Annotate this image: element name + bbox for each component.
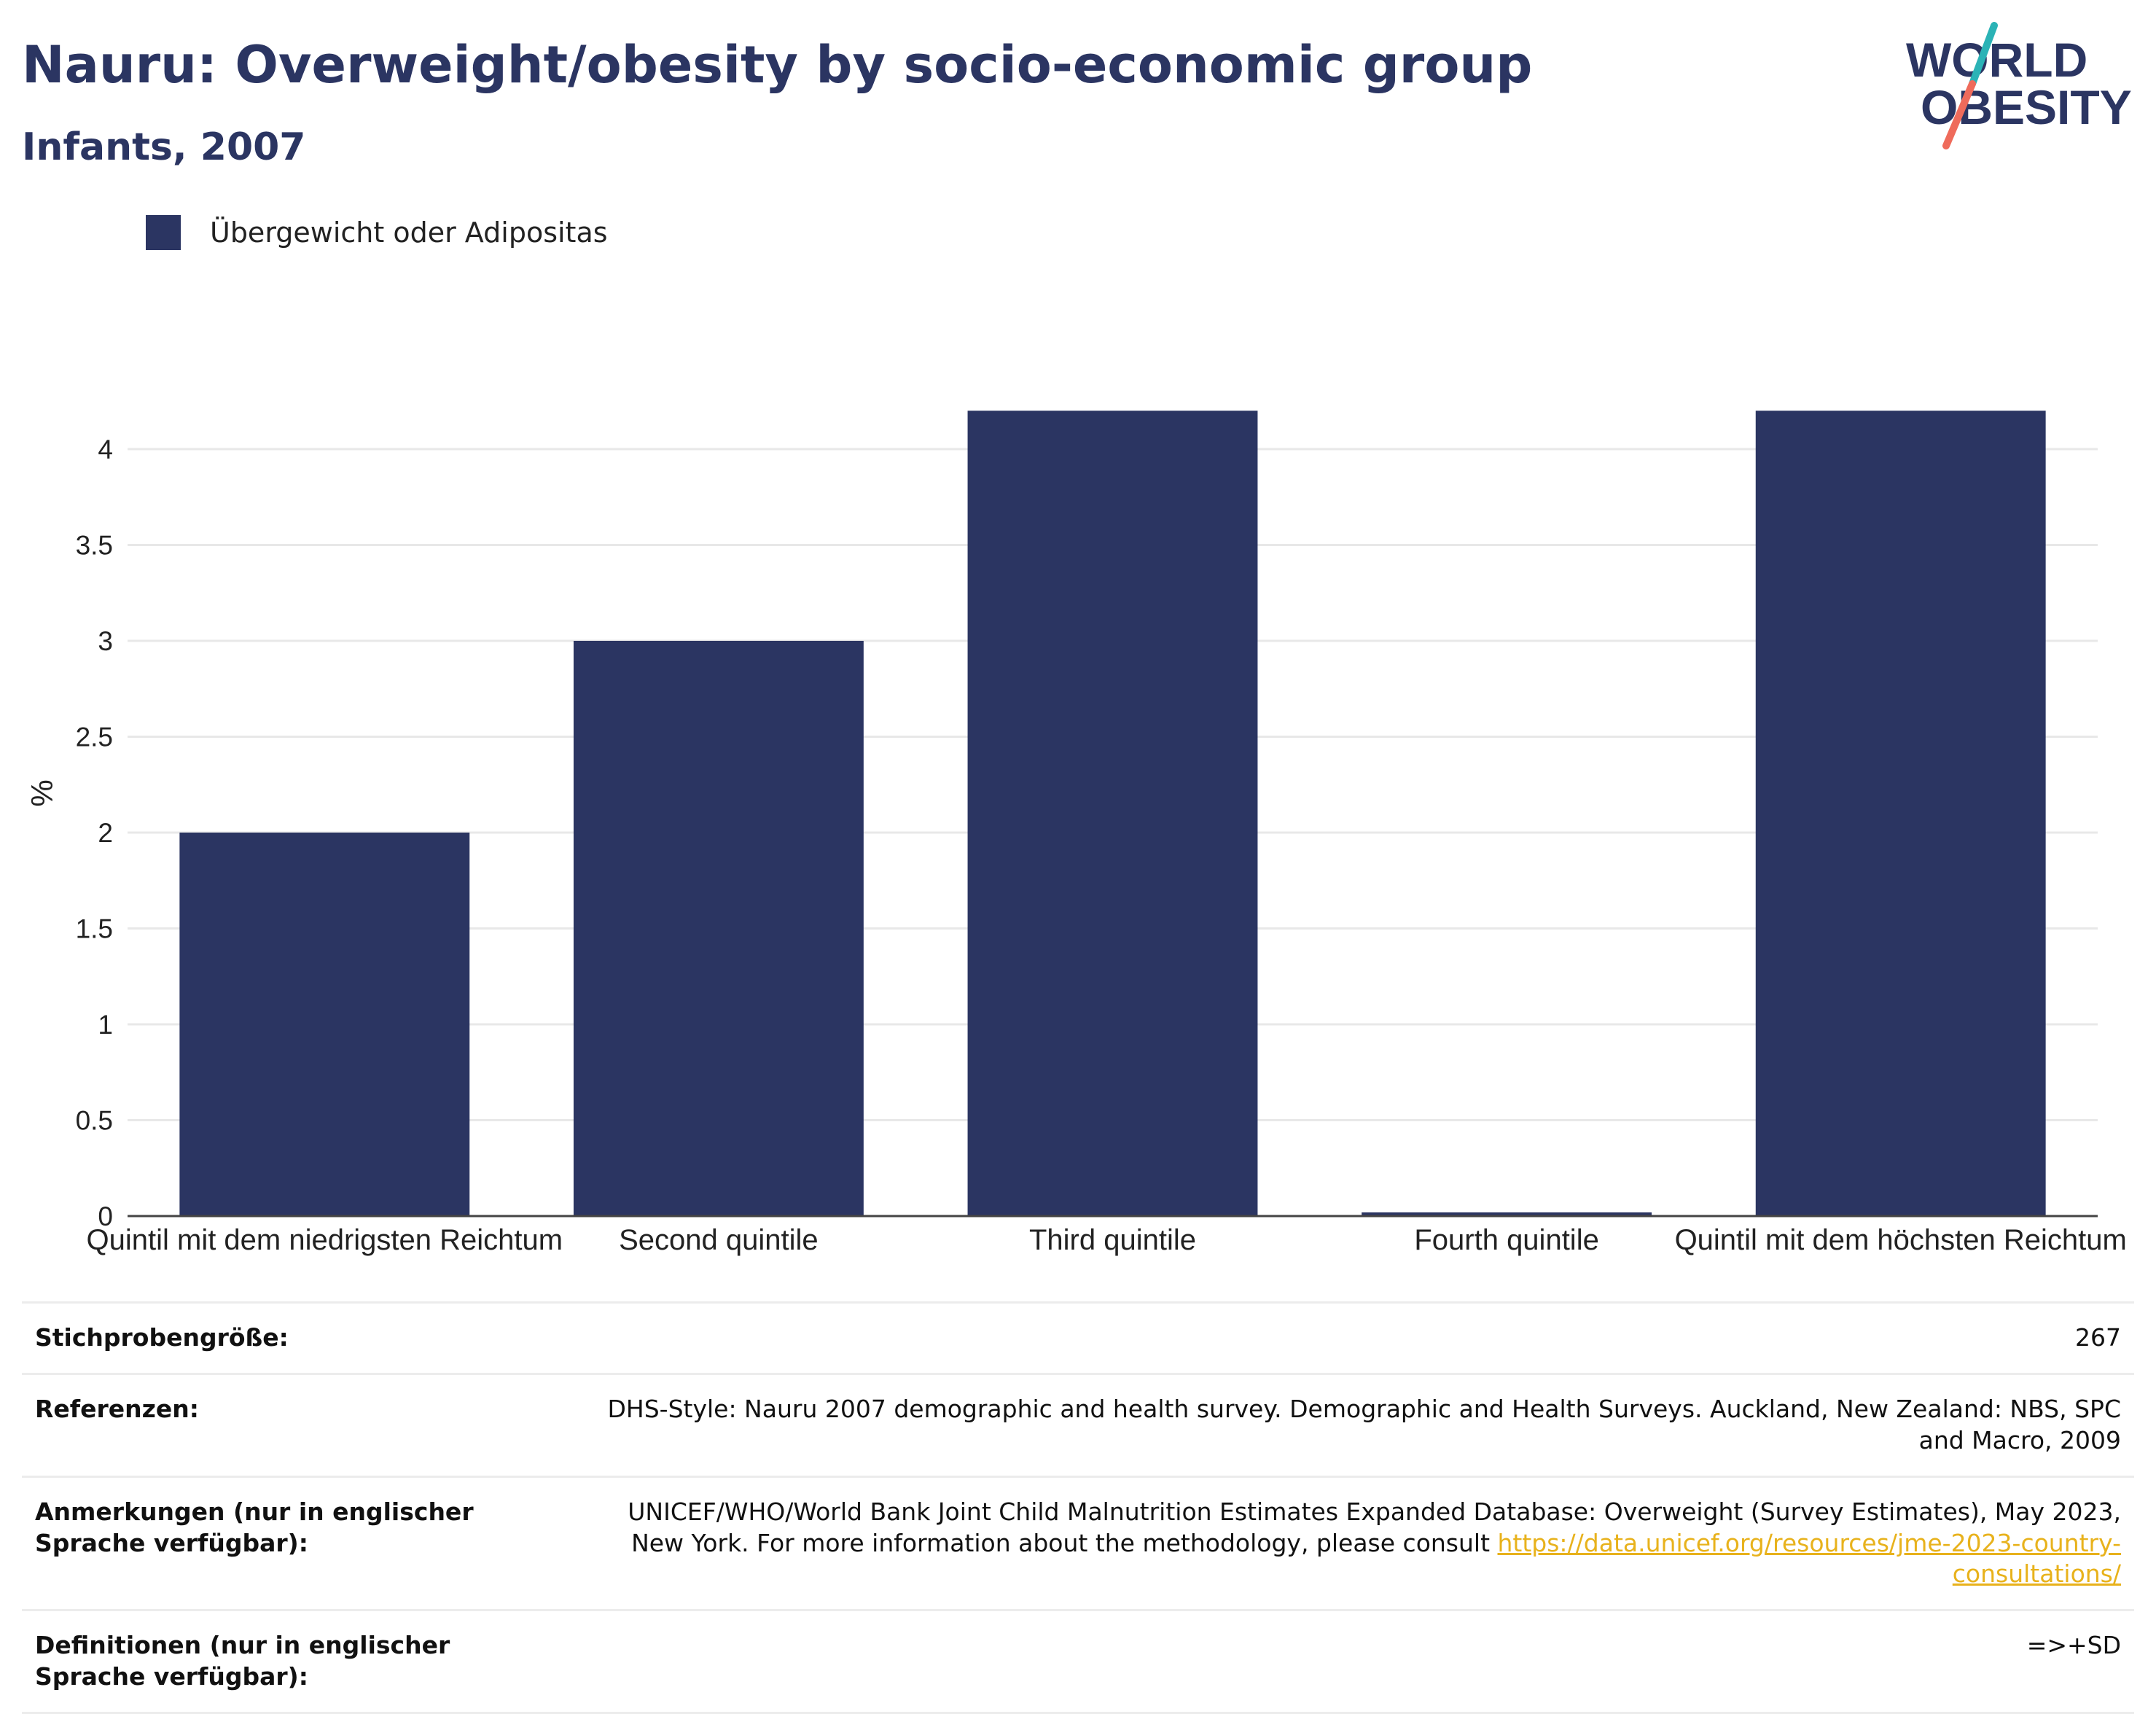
legend[interactable]: Übergewicht oder Adipositas [146,215,608,250]
y-tick-label: 2.5 [76,722,113,752]
meta-key: Referenzen: [35,1394,199,1423]
legend-swatch [146,215,181,250]
metadata-table: Stichprobengröße: 267 Referenzen: DHS-Style… [22,1301,2134,1714]
meta-key: Stichprobengröße: [35,1323,289,1352]
meta-value: UNICEF/WHO/World Bank Joint Child Malnut… [573,1476,2134,1610]
bar-chart: 0 0.5 1 1.5 2 2.5 3 3.5 4% Quintil mit dem niedri… [25,410,2127,1256]
y-tick-label: 0 [98,1201,113,1231]
chart-title: Nauru: Overweight/obesity by socio-econo… [22,35,1533,95]
bar [1755,410,2046,1216]
meta-value: =>+SD [573,1610,2134,1713]
y-tick-label: 3 [98,626,113,656]
x-tick-label: Third quintile [1029,1224,1196,1256]
y-tick-label: 3.5 [76,531,113,561]
meta-row: Definitionen (nur in englischer Sprache … [22,1610,2134,1713]
x-tick-label: Quintil mit dem höchsten Reichtum [1675,1224,2127,1256]
meta-row: Stichprobengröße: 267 [22,1302,2134,1374]
y-tick-label: 1 [98,1010,113,1040]
meta-value-text: 267 [2075,1323,2121,1352]
bar [1362,1212,1652,1216]
x-tick-label: Second quintile [619,1224,819,1256]
legend-label: Übergewicht oder Adipositas [210,217,608,249]
y-tick-label: 4 [98,435,113,464]
meta-key: Anmerkungen (nur in englischer Sprache v… [35,1497,474,1557]
bar [179,833,470,1216]
y-axis-label: % [25,779,59,806]
logo-text-world: WORLD [1906,33,2087,87]
meta-value-text: UNICEF/WHO/World Bank Joint Child Malnut… [628,1497,2121,1557]
meta-row: Anmerkungen (nur in englischer Sprache v… [22,1476,2134,1610]
meta-value-text: DHS-Style: Nauru 2007 demographic and he… [607,1394,2121,1454]
meta-value: DHS-Style: Nauru 2007 demographic and he… [573,1374,2134,1476]
x-tick-label: Quintil mit dem niedrigsten Reichtum [87,1224,563,1256]
meta-value-text: =>+SD [2026,1631,2121,1660]
bar [967,410,1258,1216]
meta-key: Definitionen (nur in englischer Sprache … [35,1631,450,1691]
logo-slash-coral [1942,80,1976,149]
y-tick-label: 0.5 [76,1106,113,1136]
y-tick-label: 1.5 [76,914,113,944]
meta-value: 267 [573,1303,2134,1374]
world-obesity-logo[interactable]: WORLD OBESITY [1895,22,2143,153]
y-tick-label: 2 [98,818,113,848]
methodology-link[interactable]: https://data.unicef.org/resources/jme-20… [1497,1528,2122,1589]
logo-slash-teal [1969,22,1998,87]
chart-subtitle: Infants, 2007 [22,125,306,169]
meta-row: Referenzen: DHS-Style: Nauru 2007 demogra… [22,1374,2134,1476]
bar [573,641,864,1216]
x-tick-label: Fourth quintile [1414,1224,1598,1256]
